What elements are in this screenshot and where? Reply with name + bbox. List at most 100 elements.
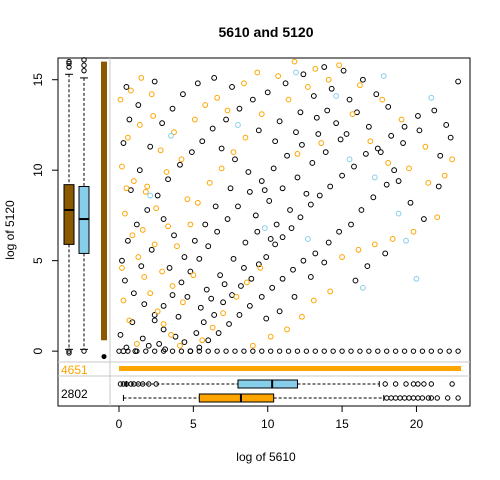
scatter-point-black <box>160 326 167 333</box>
scatter-point-black <box>203 286 210 293</box>
scatter-point-black <box>431 107 438 114</box>
x-tick-label: 0 <box>116 417 123 431</box>
scatter-point-orange <box>171 129 177 136</box>
zero-line-point <box>410 348 417 354</box>
scatter-point-orange <box>336 62 343 69</box>
scatter-point-lightblue <box>261 225 268 231</box>
scatter-point-orange <box>258 111 265 117</box>
scatter-point-black <box>136 167 143 174</box>
scatter-point-black <box>208 295 215 302</box>
scatter-point-orange <box>177 342 183 349</box>
plot-frame <box>57 57 471 407</box>
scatter-point-black <box>328 85 335 92</box>
zero-line-point <box>116 348 122 354</box>
scatter-point-black <box>199 138 206 145</box>
scatter-point-black <box>200 319 207 326</box>
scatter-point-black <box>223 116 229 123</box>
scatter-point-black <box>166 265 173 271</box>
scatter-point-black <box>226 321 232 327</box>
scatter-point-black <box>324 107 331 114</box>
scatter-point-black <box>156 341 163 347</box>
zero-line-point <box>205 348 211 354</box>
y-tick-label: 0 <box>31 347 45 354</box>
scatter-point-orange <box>389 236 396 242</box>
scatter-point-black <box>151 312 158 318</box>
zero-line-point <box>143 348 149 354</box>
bottom-box-body <box>237 379 298 389</box>
scatter-point-orange <box>241 80 247 87</box>
scatter-point-black <box>205 243 212 250</box>
scatter-point-black <box>325 239 332 246</box>
scatter-point-black <box>245 169 252 175</box>
left-strip-bar <box>101 61 107 341</box>
scatter-point-black <box>221 281 228 288</box>
scatter-point-black <box>443 122 450 128</box>
zero-line-point <box>125 348 131 354</box>
scatter-point-black <box>272 241 279 248</box>
scatter-point-black <box>126 116 133 123</box>
scatter-point-orange <box>180 299 186 306</box>
scatter-point-black <box>151 317 158 324</box>
bottom-box-outlier <box>425 395 432 401</box>
scatter-point-black <box>171 232 177 239</box>
scatter-point-orange <box>371 241 378 248</box>
scatter-point-black <box>135 102 142 108</box>
zero-line-point <box>437 348 443 354</box>
scatter-point-black <box>178 279 185 286</box>
bottom-box-outlier <box>382 381 388 387</box>
scatter-point-orange <box>165 223 171 230</box>
scatter-point-black <box>238 283 244 289</box>
scatter-point-lightblue <box>168 132 174 139</box>
scatter-point-orange <box>153 205 160 212</box>
scatter-point-black <box>351 163 357 170</box>
scatter-point-orange <box>233 293 240 300</box>
x-axis-label: log of 5610 <box>236 450 296 464</box>
scatter-point-black <box>343 131 350 137</box>
zero-line-point <box>401 348 408 354</box>
bottom-box-outlier <box>421 381 427 387</box>
scatter-point-black <box>181 254 188 260</box>
scatter-point-orange <box>184 196 191 203</box>
y-tick-label: 10 <box>31 163 45 177</box>
scatter-point-black <box>148 246 155 253</box>
scatter-point-orange <box>299 313 305 320</box>
scatter-point-orange <box>136 122 143 128</box>
scatter-point-black <box>196 344 203 351</box>
scatter-point-orange <box>242 134 249 141</box>
scatter-point-orange <box>127 87 134 94</box>
bottom-box-outlier <box>415 395 421 401</box>
scatter-point-black <box>187 268 194 275</box>
scatter-point-black <box>159 120 166 127</box>
scatter-point-black <box>144 207 151 213</box>
scatter-point-black <box>313 114 320 121</box>
scatter-point-black <box>117 331 124 338</box>
scatter-point-black <box>269 284 276 291</box>
bottom-box-outlier <box>397 395 403 401</box>
scatter-point-orange <box>355 246 362 253</box>
zero-line-point <box>339 348 345 354</box>
scatter-point-orange <box>410 228 417 235</box>
scatter-point-black <box>194 80 201 87</box>
scatter-point-lightblue <box>235 122 241 128</box>
x-tick-label: 5 <box>190 417 197 431</box>
scatter-point-black <box>395 178 402 184</box>
x-tick-label: 15 <box>335 417 349 431</box>
scatter-point-black <box>272 138 279 145</box>
scatter-point-orange <box>199 337 206 344</box>
scatter-point-orange <box>385 160 392 166</box>
scatter-point-orange <box>304 84 311 90</box>
scatter-point-black <box>229 84 235 90</box>
zero-line-point <box>384 348 390 354</box>
scatter-point-orange <box>349 111 356 117</box>
bottom-box-outlier <box>153 381 159 387</box>
scatter-point-orange <box>129 232 136 239</box>
scatter-point-orange <box>138 75 145 81</box>
zero-line-point <box>348 348 354 354</box>
zero-line-point <box>330 348 336 354</box>
scatter-point-black <box>261 187 268 193</box>
scatter-point-black <box>224 216 231 222</box>
scatter-point-black <box>264 89 271 96</box>
scatter-point-black <box>218 145 225 152</box>
scatter-point-black <box>455 78 462 85</box>
scatter-point-black <box>360 76 366 83</box>
